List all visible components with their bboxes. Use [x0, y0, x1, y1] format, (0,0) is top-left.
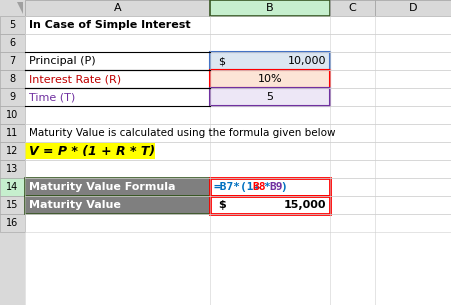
Text: Maturity Value is calculated using the formula given below: Maturity Value is calculated using the f… — [29, 128, 335, 138]
Text: 10%: 10% — [257, 74, 282, 84]
Text: $: $ — [217, 200, 225, 210]
Bar — [0, 178, 25, 196]
Bar — [0, 196, 25, 214]
Bar — [25, 196, 210, 214]
Text: In Case of Simple Interest: In Case of Simple Interest — [29, 20, 190, 30]
Text: Interest Rate (R): Interest Rate (R) — [29, 74, 121, 84]
Text: *: * — [263, 182, 270, 192]
Bar — [0, 214, 25, 232]
Text: 10: 10 — [6, 110, 18, 120]
Text: Maturity Value Formula: Maturity Value Formula — [29, 182, 175, 192]
Bar — [0, 70, 25, 88]
Text: $: $ — [217, 56, 225, 66]
Bar — [0, 34, 25, 52]
Text: B9: B9 — [268, 182, 282, 192]
Text: 6: 6 — [9, 38, 15, 48]
Text: 7: 7 — [9, 56, 16, 66]
Text: 10,000: 10,000 — [287, 56, 325, 66]
Text: 11: 11 — [6, 128, 18, 138]
Bar — [210, 70, 329, 88]
Bar — [0, 142, 25, 160]
Bar — [25, 0, 210, 16]
Bar — [210, 196, 329, 214]
Text: 16: 16 — [6, 218, 18, 228]
Text: 5: 5 — [9, 20, 16, 30]
Bar — [210, 88, 329, 106]
Text: C: C — [348, 3, 355, 13]
Text: =B7*(1+: =B7*(1+ — [213, 182, 261, 192]
Bar — [0, 106, 25, 124]
Text: 12: 12 — [6, 146, 18, 156]
Text: 13: 13 — [6, 164, 18, 174]
Bar — [210, 52, 329, 70]
Text: 15: 15 — [6, 200, 18, 210]
Text: V = P * (1 + R * T): V = P * (1 + R * T) — [29, 145, 155, 157]
Bar — [25, 178, 210, 196]
Text: 8: 8 — [9, 74, 15, 84]
Bar — [210, 70, 329, 88]
Text: 14: 14 — [6, 182, 18, 192]
Bar — [210, 88, 329, 106]
Text: Maturity Value: Maturity Value — [29, 200, 120, 210]
Polygon shape — [17, 2, 23, 14]
Bar — [0, 0, 451, 16]
Text: D: D — [408, 3, 417, 13]
Bar — [329, 0, 374, 16]
Bar — [210, 0, 329, 16]
Bar — [374, 0, 451, 16]
Text: B: B — [266, 3, 273, 13]
Bar — [0, 160, 25, 178]
Bar — [0, 88, 25, 106]
Bar — [25, 143, 155, 159]
Bar — [210, 52, 329, 70]
Text: B8: B8 — [252, 182, 265, 192]
Bar — [210, 178, 329, 196]
Text: 9: 9 — [9, 92, 15, 102]
Bar — [0, 0, 25, 305]
Text: 5: 5 — [266, 92, 273, 102]
Text: ): ) — [279, 182, 286, 192]
Text: Time (T): Time (T) — [29, 92, 75, 102]
Text: Principal (P): Principal (P) — [29, 56, 96, 66]
Bar — [0, 52, 25, 70]
Text: 15,000: 15,000 — [283, 200, 325, 210]
Bar — [0, 16, 25, 34]
Text: A: A — [114, 3, 121, 13]
Bar — [0, 124, 25, 142]
